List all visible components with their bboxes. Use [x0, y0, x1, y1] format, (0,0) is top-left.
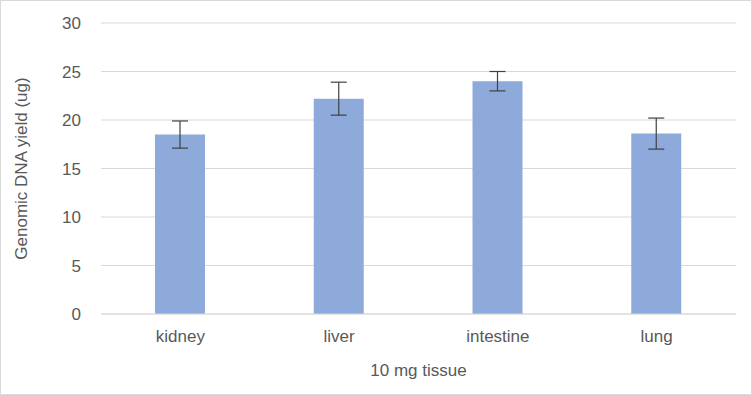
svg-text:10 mg tissue: 10 mg tissue: [370, 361, 466, 380]
svg-text:intestine: intestine: [466, 327, 529, 346]
svg-text:5: 5: [72, 257, 81, 276]
svg-text:20: 20: [62, 111, 81, 130]
svg-text:kidney: kidney: [156, 327, 206, 346]
svg-text:liver: liver: [324, 327, 356, 346]
svg-text:Genomic DNA yield (ug): Genomic DNA yield (ug): [12, 77, 31, 259]
svg-text:30: 30: [62, 14, 81, 33]
svg-text:0: 0: [72, 305, 81, 324]
svg-text:lung: lung: [641, 327, 673, 346]
svg-text:25: 25: [62, 63, 81, 82]
svg-text:10: 10: [62, 208, 81, 227]
svg-text:15: 15: [62, 160, 81, 179]
